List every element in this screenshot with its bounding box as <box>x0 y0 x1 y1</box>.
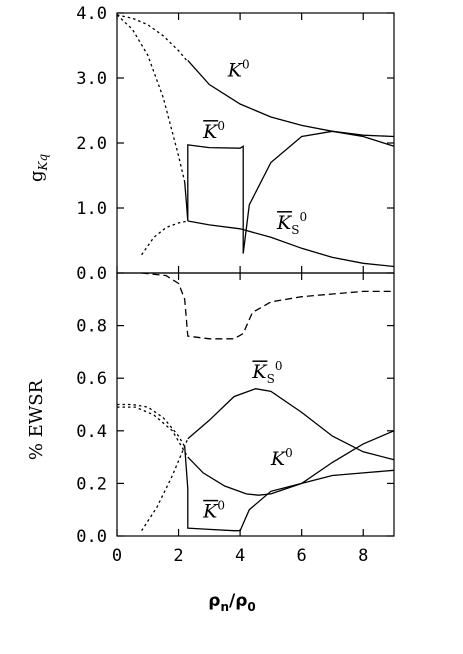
series-line-k0-solid <box>187 430 395 496</box>
x-tick-label: 8 <box>358 546 368 566</box>
panel-bottom: 0.0 0.2 0.4 0.6 0.8 0 2 4 6 8 KS0 K0 K0 <box>76 272 395 566</box>
series-line-ks0bar-solid <box>187 388 395 461</box>
y-tick-label: 4.0 <box>76 4 107 24</box>
y-tick-label: 0.0 <box>76 527 107 547</box>
series-line-k0bar-solid <box>184 130 395 254</box>
curve-label: K0 <box>202 499 225 523</box>
curve-label: KS0 <box>276 210 307 237</box>
plot-frame <box>116 12 395 274</box>
series-line-k0bar-sum-longdash <box>141 272 394 340</box>
series-line-k0bar-dashed <box>117 403 186 447</box>
series-line-k0bar-dashed <box>116 14 186 183</box>
series-line-k0-solid <box>187 59 395 138</box>
curve-label: KS0 <box>251 359 282 386</box>
y-tick-label: 0.8 <box>76 317 107 337</box>
series-line-k0-dashed <box>117 406 189 458</box>
series-line-k0-dashed <box>116 14 189 63</box>
x-axis-label: ρn/ρ0 <box>208 591 255 614</box>
series-line-ks0bar-solid <box>187 220 395 268</box>
curve-label: K0 <box>202 119 225 143</box>
series-line-k0bar-solid <box>184 446 395 532</box>
bottom-ylabel: % EWSR <box>26 379 47 460</box>
curve-label: K0 <box>227 58 250 82</box>
y-tick-label: 2.0 <box>76 134 107 154</box>
series-line-ks0bar-dashed <box>141 220 188 256</box>
top-ylabel: gKq <box>26 154 50 182</box>
x-tick-label: 0 <box>112 546 122 566</box>
series-line-ks0bar-dashed <box>141 438 189 532</box>
plot-frame <box>116 272 395 537</box>
x-tick-label: 4 <box>235 546 245 566</box>
x-tick-label: 2 <box>173 546 183 566</box>
y-tick-label: 0.4 <box>76 422 107 442</box>
y-tick-label: 0.2 <box>76 474 107 494</box>
y-tick-label: 1.0 <box>76 199 107 219</box>
y-tick-label: 0.0 <box>76 264 107 284</box>
panel-top: 0.0 1.0 2.0 3.0 4.0 K0 K0 KS0 <box>76 4 395 284</box>
y-tick-label: 0.6 <box>76 369 107 389</box>
y-tick-label: 3.0 <box>76 69 107 89</box>
x-tick-label: 6 <box>297 546 307 566</box>
curve-label: K0 <box>270 446 293 470</box>
